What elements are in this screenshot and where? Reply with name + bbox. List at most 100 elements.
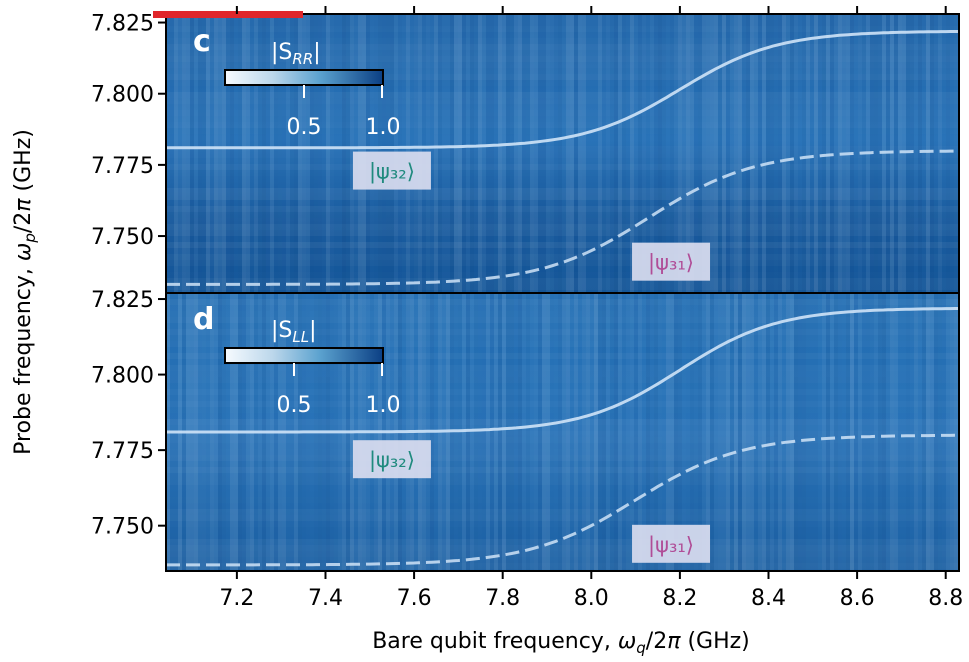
- noise-stripe: [466, 293, 470, 571]
- noise-stripe: [618, 14, 622, 293]
- x-tick-label: 7.6: [397, 586, 432, 611]
- noise-row: [166, 449, 959, 455]
- noise-stripe: [786, 293, 790, 571]
- noise-row: [166, 242, 959, 248]
- noise-stripe: [274, 14, 278, 293]
- state-label-box: [632, 524, 711, 563]
- x-tick-label: 7.2: [219, 586, 254, 611]
- noise-row: [166, 26, 959, 32]
- lower-branch-line: [166, 149, 959, 286]
- noise-row: [166, 383, 959, 389]
- noise-stripe: [850, 293, 854, 571]
- noise-row: [166, 431, 959, 437]
- noise-stripe: [670, 293, 674, 571]
- noise-stripe: [738, 293, 742, 571]
- panel-d: [166, 293, 959, 571]
- noise-stripe: [822, 293, 826, 571]
- noise-row: [166, 188, 959, 194]
- noise-stripe: [902, 14, 906, 293]
- noise-row: [166, 92, 959, 98]
- noise-row: [166, 170, 959, 176]
- x-tick-label: 8.2: [662, 586, 697, 611]
- noise-stripe: [634, 293, 638, 571]
- noise-stripe: [762, 293, 766, 571]
- noise-row: [166, 230, 959, 236]
- noise-stripe: [946, 14, 950, 293]
- noise-stripe: [722, 293, 726, 571]
- noise-stripe: [690, 293, 694, 571]
- noise-row: [166, 545, 959, 551]
- noise-stripe: [742, 293, 746, 571]
- noise-stripe: [798, 293, 802, 571]
- noise-stripe: [802, 293, 806, 571]
- noise-row: [166, 140, 959, 146]
- noise-stripe: [678, 14, 682, 293]
- upper-branch-line: [166, 307, 959, 434]
- noise-stripe: [638, 293, 642, 571]
- noise-stripe: [710, 14, 714, 293]
- noise-stripe: [618, 293, 622, 571]
- noise-stripe: [954, 293, 958, 571]
- noise-row: [166, 551, 959, 557]
- noise-stripe: [502, 293, 506, 571]
- noise-stripe: [486, 293, 490, 571]
- noise-stripe: [822, 14, 826, 293]
- noise-stripe: [846, 293, 850, 571]
- noise-stripe: [462, 14, 466, 293]
- noise-row: [166, 14, 959, 20]
- noise-stripe: [878, 293, 882, 571]
- noise-row: [166, 74, 959, 80]
- noise-stripe: [658, 14, 662, 293]
- noise-row: [166, 527, 959, 533]
- noise-row: [166, 158, 959, 164]
- noise-row: [166, 371, 959, 377]
- noise-stripe: [682, 14, 686, 293]
- noise-stripe: [566, 293, 570, 571]
- noise-row: [166, 236, 959, 242]
- noise-row: [166, 491, 959, 497]
- x-tick-label: 8.8: [928, 586, 963, 611]
- noise-stripe: [898, 14, 902, 293]
- noise-stripe: [638, 14, 642, 293]
- noise-stripe: [534, 14, 538, 293]
- noise-stripe: [214, 14, 218, 293]
- noise-row: [166, 278, 959, 284]
- noise-stripe: [854, 293, 858, 571]
- noise-stripe: [450, 14, 454, 293]
- noise-row: [166, 515, 959, 521]
- noise-stripe: [506, 14, 510, 293]
- noise-stripe: [230, 14, 234, 293]
- noise-stripe: [646, 293, 650, 571]
- noise-row: [166, 539, 959, 545]
- noise-row: [166, 212, 959, 218]
- noise-stripe: [318, 14, 322, 293]
- noise-stripe: [490, 14, 494, 293]
- noise-row: [166, 62, 959, 68]
- noise-stripe: [750, 14, 754, 293]
- noise-row: [166, 461, 959, 467]
- noise-stripe: [518, 14, 522, 293]
- noise-stripe: [574, 293, 578, 571]
- noise-stripe: [198, 14, 202, 293]
- noise-stripe: [498, 14, 502, 293]
- noise-row: [166, 557, 959, 563]
- noise-stripe: [654, 14, 658, 293]
- noise-row: [166, 272, 959, 278]
- noise-row: [166, 485, 959, 491]
- noise-row: [166, 425, 959, 431]
- noise-row: [166, 254, 959, 260]
- noise-stripe: [806, 14, 810, 293]
- noise-row: [166, 329, 959, 335]
- noise-stripe: [706, 14, 710, 293]
- noise-stripe: [206, 14, 210, 293]
- noise-stripe: [814, 14, 818, 293]
- noise-stripe: [510, 14, 514, 293]
- noise-row: [166, 110, 959, 116]
- noise-row: [166, 305, 959, 311]
- noise-row: [166, 86, 959, 92]
- noise-stripe: [662, 14, 666, 293]
- noise-stripe: [782, 14, 786, 293]
- y-tick-label: 7.800: [91, 83, 154, 108]
- noise-stripe: [702, 14, 706, 293]
- noise-stripe: [722, 14, 726, 293]
